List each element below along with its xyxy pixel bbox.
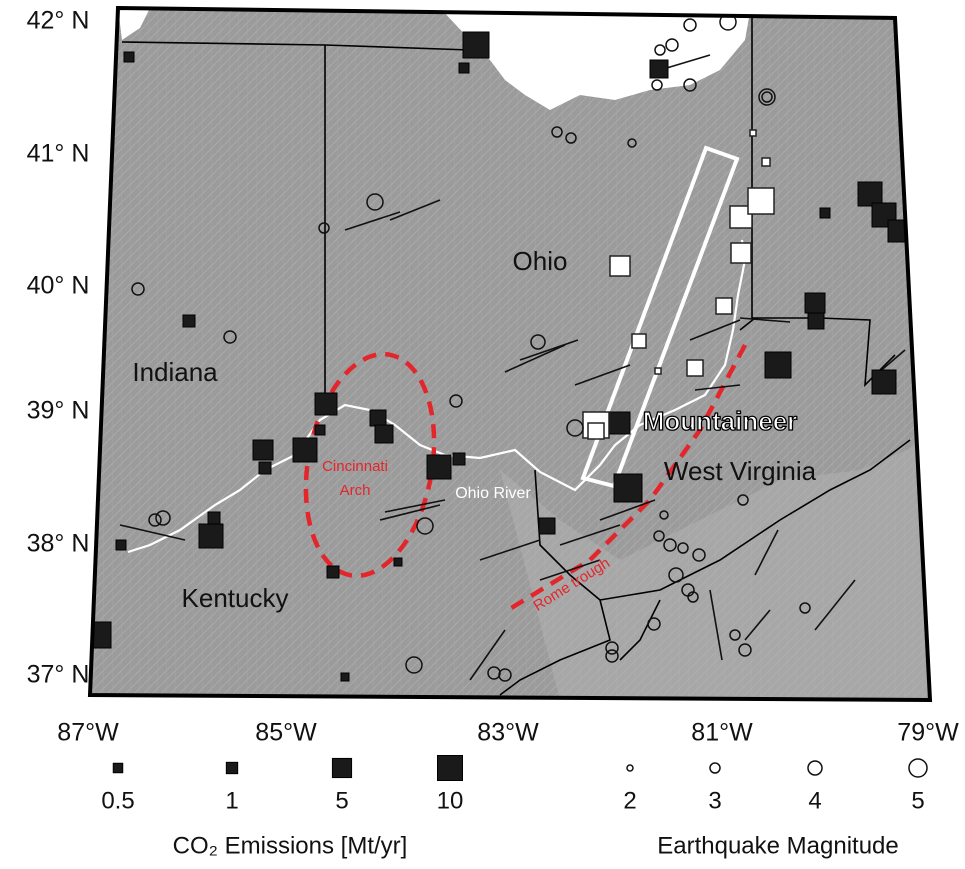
map-figure: 42° N41° N40° N39° N38° N37° N 87°W85°W8… [0, 0, 965, 869]
legend-circle [710, 763, 720, 773]
longitude-label: 79°W [897, 719, 959, 747]
longitude-label: 81°W [691, 719, 753, 747]
legend-square [332, 758, 351, 777]
legend-value: 2 [623, 787, 636, 814]
feature-label: Cincinnati [322, 458, 388, 475]
legend: 0.5 1 5 10 2 3 4 5 [101, 756, 927, 815]
legend-circle [627, 765, 633, 771]
longitude-label: 83°W [477, 719, 539, 747]
legend-square [438, 756, 463, 781]
legend-title: Earthquake Magnitude [657, 832, 899, 859]
latitude-label: 39° N [27, 397, 90, 425]
state-label: Indiana [132, 357, 218, 387]
legend-value: 10 [437, 787, 464, 814]
legend-square [226, 762, 237, 773]
latitude-label: 42° N [27, 7, 90, 35]
latitude-label: 41° N [27, 140, 90, 168]
legend-value: 4 [808, 787, 821, 814]
site-label: Mountaineer [643, 406, 798, 436]
latitude-labels: 42° N 41° N 40° N 39° N 38° N 37° N [27, 7, 90, 689]
state-label: Kentucky [182, 583, 289, 613]
legend-square [113, 763, 122, 772]
latitude-label: 38° N [27, 530, 90, 558]
state-label: Ohio [513, 246, 568, 276]
state-label: West Virginia [664, 456, 817, 486]
legend-value: 0.5 [101, 787, 134, 814]
legend-value: 5 [335, 787, 348, 814]
latitude-label: 37° N [27, 661, 90, 689]
longitude-label: 85°W [255, 719, 317, 747]
legend-value: 1 [225, 787, 238, 814]
legend-title: CO₂ Emissions [Mt/yr] [173, 832, 408, 859]
legend-circle [808, 761, 822, 775]
feature-label: Arch [340, 482, 371, 499]
feature-label: Ohio River [455, 485, 531, 502]
legend-circle [909, 759, 927, 777]
longitude-labels: 87°W 85°W 83°W 81°W 79°W [57, 719, 959, 747]
legend-value: 3 [708, 787, 721, 814]
longitude-label: 87°W [57, 719, 119, 747]
legend-value: 5 [911, 787, 924, 814]
latitude-label: 40° N [27, 272, 90, 300]
